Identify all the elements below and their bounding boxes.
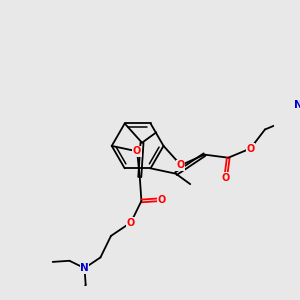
Text: O: O [158,195,166,205]
Text: O: O [177,160,185,170]
Text: O: O [221,173,230,183]
Text: N: N [80,263,89,273]
Text: N: N [294,100,300,110]
Text: O: O [127,218,135,227]
Text: O: O [133,146,141,156]
Text: O: O [246,143,254,154]
